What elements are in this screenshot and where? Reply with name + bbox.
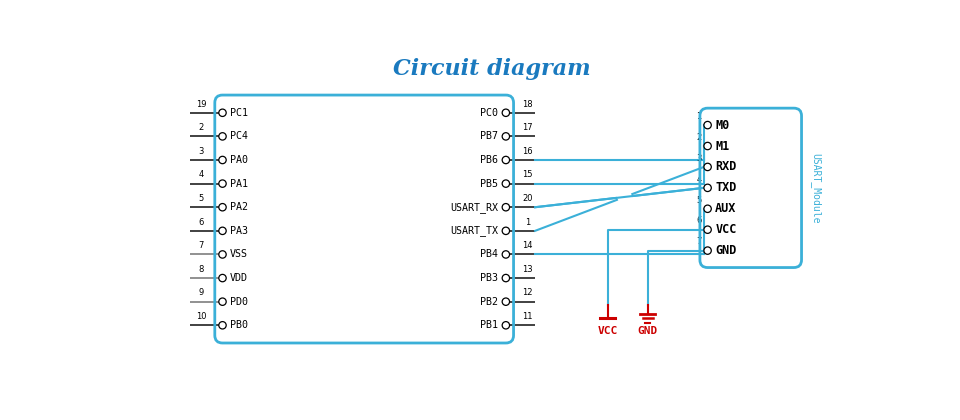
Text: 7: 7 xyxy=(696,237,702,247)
Text: 7: 7 xyxy=(199,241,204,250)
Circle shape xyxy=(219,133,227,140)
Text: USART_RX: USART_RX xyxy=(450,202,498,213)
Text: M1: M1 xyxy=(715,139,730,152)
Text: TXD: TXD xyxy=(715,181,736,194)
Text: 20: 20 xyxy=(522,194,533,203)
Text: PC0: PC0 xyxy=(480,108,498,118)
Circle shape xyxy=(219,204,227,211)
Text: PB3: PB3 xyxy=(480,273,498,283)
Text: RXD: RXD xyxy=(715,160,736,173)
Circle shape xyxy=(704,142,711,150)
Text: PA3: PA3 xyxy=(230,226,249,236)
Text: 3: 3 xyxy=(199,147,204,156)
Circle shape xyxy=(704,121,711,129)
Circle shape xyxy=(219,298,227,305)
Circle shape xyxy=(502,251,510,258)
Text: VCC: VCC xyxy=(597,326,617,336)
Circle shape xyxy=(219,251,227,258)
Circle shape xyxy=(219,156,227,164)
Text: 16: 16 xyxy=(522,147,533,156)
Text: VDD: VDD xyxy=(230,273,249,283)
Circle shape xyxy=(502,274,510,282)
Text: PA2: PA2 xyxy=(230,202,249,212)
Text: 2: 2 xyxy=(199,123,204,132)
Text: 5: 5 xyxy=(199,194,204,203)
Text: 3: 3 xyxy=(696,154,702,163)
Circle shape xyxy=(219,322,227,329)
Text: PC1: PC1 xyxy=(230,108,249,118)
Circle shape xyxy=(704,205,711,213)
Circle shape xyxy=(502,298,510,305)
Text: 8: 8 xyxy=(199,265,204,274)
Circle shape xyxy=(502,156,510,164)
Text: 15: 15 xyxy=(522,171,533,179)
Text: 5: 5 xyxy=(696,196,702,205)
Text: 10: 10 xyxy=(196,312,206,321)
Text: PB7: PB7 xyxy=(480,131,498,142)
Text: PA0: PA0 xyxy=(230,155,249,165)
Circle shape xyxy=(219,274,227,282)
Circle shape xyxy=(502,204,510,211)
Text: 2: 2 xyxy=(696,133,702,142)
Text: PD0: PD0 xyxy=(230,297,249,307)
Text: 17: 17 xyxy=(522,123,533,132)
Text: GND: GND xyxy=(637,326,658,336)
Text: AUX: AUX xyxy=(715,202,736,215)
Circle shape xyxy=(219,109,227,116)
Circle shape xyxy=(502,109,510,116)
Circle shape xyxy=(502,133,510,140)
Text: PB5: PB5 xyxy=(480,178,498,189)
Text: M0: M0 xyxy=(715,118,730,131)
Text: Circuit diagram: Circuit diagram xyxy=(394,58,590,80)
Text: 13: 13 xyxy=(522,265,533,274)
Text: 6: 6 xyxy=(696,216,702,226)
Text: PB0: PB0 xyxy=(230,320,249,330)
Text: PB4: PB4 xyxy=(480,249,498,260)
Text: 14: 14 xyxy=(522,241,533,250)
Text: PB1: PB1 xyxy=(480,320,498,330)
Text: 19: 19 xyxy=(196,100,206,108)
Text: 1: 1 xyxy=(525,218,530,227)
Text: 4: 4 xyxy=(696,175,702,184)
Text: PB2: PB2 xyxy=(480,297,498,307)
Circle shape xyxy=(502,180,510,187)
Circle shape xyxy=(219,227,227,234)
Circle shape xyxy=(704,163,711,171)
Text: 9: 9 xyxy=(199,289,204,297)
Text: 11: 11 xyxy=(522,312,533,321)
Text: GND: GND xyxy=(715,244,736,257)
Text: 18: 18 xyxy=(522,100,533,108)
Text: PB6: PB6 xyxy=(480,155,498,165)
Text: PA1: PA1 xyxy=(230,178,249,189)
Text: VSS: VSS xyxy=(230,249,249,260)
Circle shape xyxy=(502,322,510,329)
Circle shape xyxy=(704,184,711,192)
Circle shape xyxy=(219,180,227,187)
Circle shape xyxy=(704,226,711,234)
Circle shape xyxy=(704,247,711,254)
Circle shape xyxy=(502,227,510,234)
Text: 6: 6 xyxy=(199,218,204,227)
Text: 4: 4 xyxy=(199,171,204,179)
Text: USART_Module: USART_Module xyxy=(810,152,821,223)
Text: USART_TX: USART_TX xyxy=(450,226,498,236)
Text: VCC: VCC xyxy=(715,223,736,236)
Text: PC4: PC4 xyxy=(230,131,249,142)
Text: 1: 1 xyxy=(696,112,702,121)
Text: 12: 12 xyxy=(522,289,533,297)
